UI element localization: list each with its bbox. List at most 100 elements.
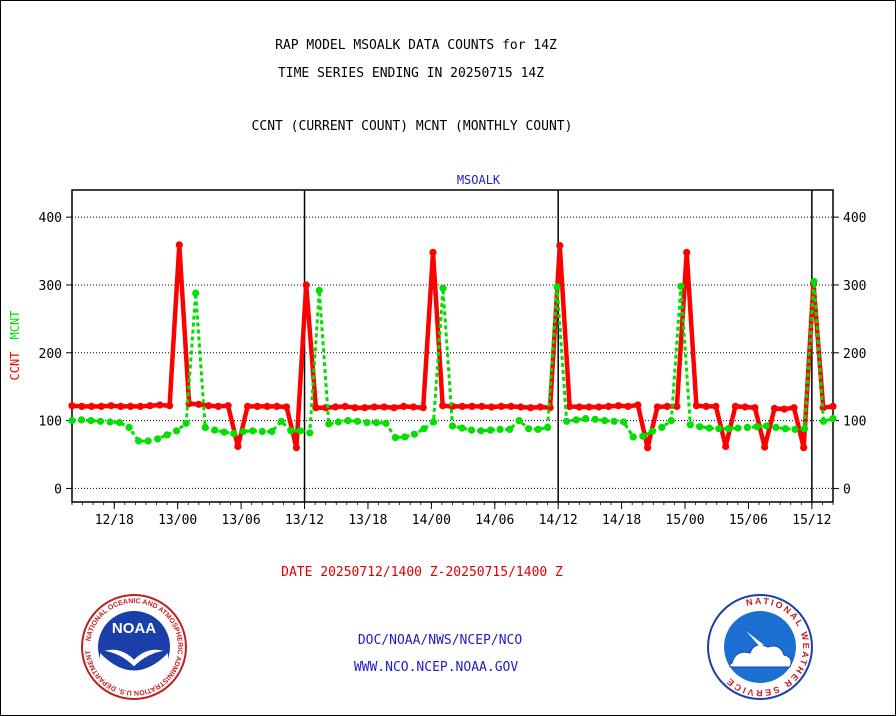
data-point-mcnt	[239, 427, 247, 436]
data-point-ccnt	[283, 403, 291, 411]
date-range-label: DATE 20250712/1400 Z-20250715/1400 Z	[281, 565, 563, 580]
data-point-mcnt	[106, 418, 114, 426]
data-point-ccnt	[556, 242, 564, 250]
data-point-mcnt	[353, 417, 361, 425]
data-point-mcnt	[439, 284, 447, 292]
data-point-mcnt	[467, 426, 476, 434]
x-tick-label: 14/00	[412, 513, 451, 528]
data-point-ccnt	[439, 402, 447, 410]
data-point-ccnt	[702, 402, 710, 410]
data-point-ccnt	[136, 402, 144, 410]
data-point-ccnt	[770, 404, 779, 412]
svg-text:NOAA: NOAA	[112, 620, 156, 637]
data-point-ccnt	[429, 248, 437, 256]
data-point-ccnt	[273, 402, 281, 410]
data-point-ccnt	[302, 281, 310, 289]
data-point-ccnt	[380, 403, 388, 411]
nws-logo: NATIONAL WEATHER SERVICE	[707, 594, 813, 700]
data-point-mcnt	[753, 423, 761, 431]
website-link[interactable]: WWW.NCO.NCEP.NOAA.GOV	[353, 660, 519, 675]
data-point-ccnt	[292, 444, 300, 452]
y-tick-label-right: 300	[843, 279, 866, 294]
y-tick-label-left: 300	[39, 279, 62, 294]
noaa-logo: NOAA NATIONAL OCEANIC AND ATMOSPHERIC AD…	[80, 593, 187, 700]
data-point-mcnt	[135, 437, 143, 445]
data-point-mcnt	[296, 427, 304, 435]
data-point-mcnt	[315, 286, 323, 294]
y-axis-label-mcnt: MCNT	[8, 311, 22, 340]
data-point-ccnt	[419, 404, 427, 412]
data-point-mcnt	[173, 427, 181, 435]
data-point-ccnt	[409, 403, 418, 411]
data-point-mcnt	[287, 427, 295, 435]
data-point-ccnt	[156, 401, 164, 409]
data-point-mcnt	[258, 427, 266, 436]
data-point-ccnt	[527, 404, 535, 412]
data-point-mcnt	[163, 431, 171, 439]
data-point-ccnt	[97, 402, 105, 410]
data-point-ccnt	[234, 442, 242, 450]
y-tick-label-left: 200	[39, 347, 62, 362]
y-axis-label-ccnt: CCNT	[8, 352, 22, 381]
plot-title: MSOALK	[457, 173, 501, 187]
data-point-ccnt	[166, 402, 174, 410]
data-point-mcnt	[382, 419, 390, 427]
data-point-mcnt	[658, 423, 666, 431]
data-point-mcnt	[96, 417, 105, 425]
x-tick-label: 15/12	[792, 513, 831, 528]
data-point-ccnt	[468, 402, 476, 410]
data-point-mcnt	[230, 429, 238, 438]
data-point-ccnt	[390, 404, 398, 412]
data-point-mcnt	[487, 426, 495, 434]
data-point-mcnt	[800, 425, 809, 433]
data-point-ccnt	[341, 402, 349, 410]
x-tick-label: 14/12	[539, 513, 578, 528]
data-point-mcnt	[401, 433, 409, 441]
data-point-mcnt	[448, 422, 457, 430]
chart-legend-description: CCNT (CURRENT COUNT) MCNT (MONTHLY COUNT…	[251, 119, 573, 134]
y-tick-label-right: 200	[843, 347, 866, 362]
x-tick-label: 14/06	[475, 513, 514, 528]
data-point-mcnt	[391, 434, 399, 442]
data-point-ccnt	[566, 402, 574, 410]
data-point-ccnt	[741, 403, 749, 411]
data-point-mcnt	[372, 419, 380, 427]
data-point-mcnt	[154, 435, 162, 443]
data-point-ccnt	[312, 404, 320, 412]
data-point-mcnt	[762, 422, 771, 430]
data-point-mcnt	[743, 423, 752, 431]
data-point-ccnt	[595, 403, 603, 411]
data-point-ccnt	[722, 442, 730, 450]
y-tick-label-left: 0	[54, 482, 62, 497]
data-point-ccnt	[205, 402, 213, 410]
data-point-mcnt	[705, 424, 713, 432]
data-point-mcnt	[420, 425, 428, 433]
y-tick-label-right: 0	[843, 482, 851, 497]
data-point-mcnt	[772, 423, 780, 431]
data-point-ccnt	[575, 403, 583, 411]
data-point-mcnt	[620, 418, 628, 426]
data-point-ccnt	[263, 402, 271, 410]
data-point-ccnt	[244, 402, 252, 410]
data-point-mcnt	[591, 415, 599, 423]
data-point-ccnt	[87, 402, 96, 410]
data-point-ccnt	[400, 402, 408, 410]
data-point-mcnt	[601, 417, 609, 425]
chart-title-line1: RAP MODEL MSOALK DATA COUNTS for 14Z	[275, 38, 557, 53]
data-point-mcnt	[506, 425, 514, 433]
data-point-mcnt	[429, 418, 438, 426]
data-point-mcnt	[458, 424, 466, 432]
data-point-mcnt	[211, 426, 219, 434]
y-tick-label-right: 100	[843, 415, 866, 430]
data-point-ccnt	[107, 402, 115, 410]
data-point-mcnt	[68, 417, 76, 425]
data-point-mcnt	[182, 419, 190, 427]
data-point-mcnt	[639, 432, 647, 440]
data-point-ccnt	[126, 402, 135, 410]
x-tick-label: 13/00	[158, 513, 197, 528]
x-tick-label: 13/18	[348, 513, 387, 528]
data-point-mcnt	[582, 415, 590, 423]
x-tick-label: 12/18	[95, 513, 134, 528]
data-point-ccnt	[146, 402, 154, 410]
data-point-ccnt	[361, 404, 369, 412]
